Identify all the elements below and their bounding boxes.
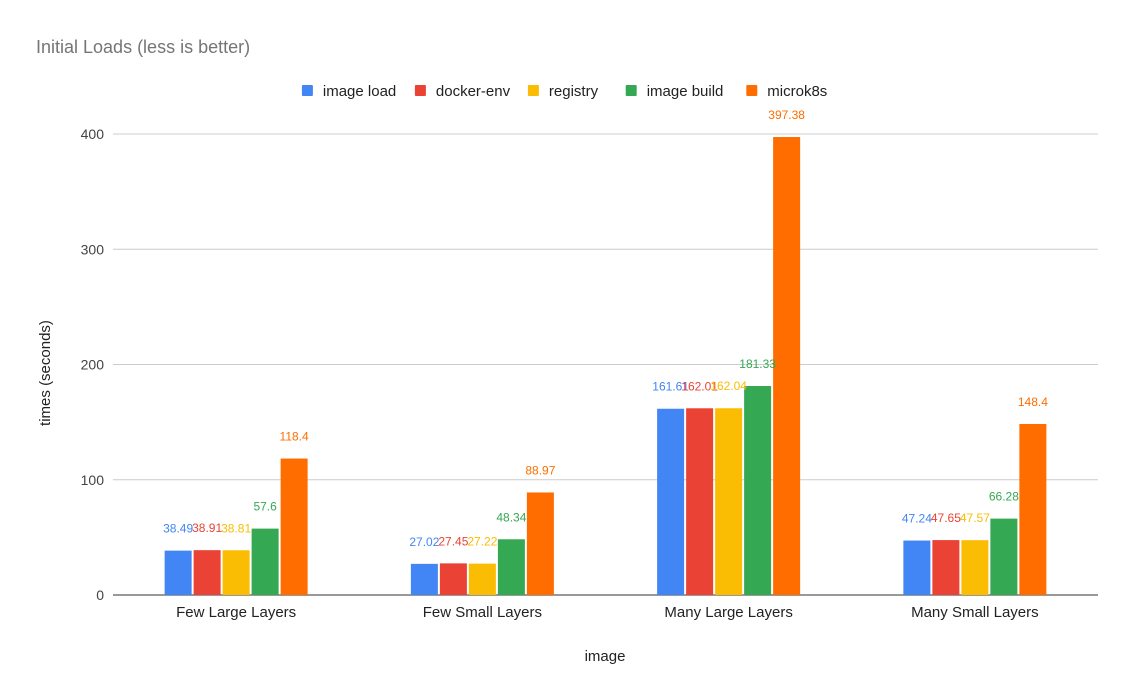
data-label: 47.57 (960, 511, 990, 525)
bar[interactable] (715, 408, 743, 595)
bars (164, 137, 1047, 596)
x-category-label: Few Large Layers (176, 604, 296, 621)
bar[interactable] (193, 550, 221, 595)
legend-label: docker-env (436, 83, 511, 100)
bar[interactable] (410, 563, 438, 595)
x-category-label: Many Large Layers (664, 604, 792, 621)
data-label: 161.61 (652, 380, 689, 394)
data-label: 397.38 (768, 108, 805, 122)
bar[interactable] (280, 458, 308, 595)
data-label: 162.01 (681, 379, 718, 393)
data-label: 181.33 (739, 357, 776, 371)
y-tick-label: 0 (96, 587, 104, 603)
data-label: 57.6 (253, 500, 277, 514)
legend-label: registry (549, 83, 599, 100)
data-label: 27.22 (467, 535, 497, 549)
legend-swatch (625, 85, 637, 96)
bar[interactable] (526, 492, 554, 595)
data-label: 27.45 (438, 534, 468, 548)
y-tick-label: 400 (81, 126, 105, 142)
y-axis-ticks: 0 100 200 300 400 (81, 126, 105, 603)
bar[interactable] (990, 518, 1018, 595)
data-label: 47.24 (902, 512, 932, 526)
bar[interactable] (961, 540, 989, 595)
legend-label: image build (647, 83, 724, 100)
chart-title: Initial Loads (less is better) (36, 37, 250, 57)
data-label: 66.28 (989, 490, 1019, 504)
data-label: 88.97 (525, 463, 555, 477)
data-label: 48.34 (496, 510, 526, 524)
y-tick-label: 200 (81, 357, 105, 373)
data-label: 118.4 (280, 430, 309, 444)
bar[interactable] (657, 408, 685, 595)
legend-item[interactable]: microk8s (746, 83, 827, 100)
bar[interactable] (932, 540, 960, 595)
data-label: 148.4 (1018, 395, 1048, 409)
bar[interactable] (497, 539, 525, 595)
legend-item[interactable]: registry (527, 83, 599, 100)
data-label: 38.81 (221, 521, 251, 535)
legend-swatch (301, 85, 313, 96)
y-tick-label: 100 (81, 472, 105, 488)
x-category-label: Many Small Layers (911, 604, 1039, 621)
bar[interactable] (251, 528, 279, 595)
bar[interactable] (773, 137, 801, 596)
bar[interactable] (439, 563, 467, 595)
bar[interactable] (222, 550, 250, 595)
data-label: 38.49 (163, 522, 193, 536)
bar[interactable] (164, 550, 192, 595)
data-label: 162.04 (710, 379, 747, 393)
y-axis-title: times (seconds) (37, 320, 54, 426)
legend-label: image load (323, 83, 396, 100)
data-label: 38.91 (192, 521, 222, 535)
legend-item[interactable]: image build (625, 83, 724, 100)
legend-label: microk8s (767, 83, 827, 100)
bar[interactable] (686, 408, 714, 595)
legend-swatch (527, 85, 539, 96)
bar[interactable] (468, 563, 496, 595)
bar[interactable] (744, 386, 772, 595)
data-label: 27.02 (409, 535, 439, 549)
bar[interactable] (903, 540, 931, 595)
legend[interactable]: image load docker-env registry image build m… (301, 83, 827, 100)
data-label: 47.65 (931, 511, 961, 525)
y-tick-label: 300 (81, 241, 105, 257)
bar[interactable] (1019, 423, 1047, 595)
legend-swatch (414, 85, 426, 96)
legend-item[interactable]: image load (301, 83, 396, 100)
x-axis-title: image (585, 648, 626, 665)
x-category-label: Few Small Layers (423, 604, 542, 621)
x-axis-categories: Few Large Layers Few Small Layers Many Lar… (176, 604, 1039, 621)
gridlines (113, 133, 1098, 596)
legend-item[interactable]: docker-env (414, 83, 511, 100)
legend-swatch (746, 85, 758, 96)
